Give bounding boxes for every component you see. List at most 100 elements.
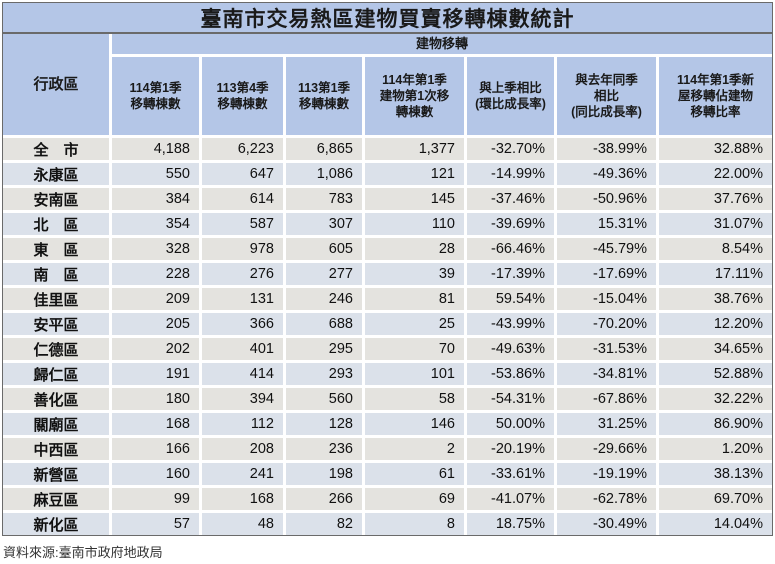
region-cell: 北 區 xyxy=(3,213,109,235)
page-title: 臺南市交易熱區建物買賣移轉棟數統計 xyxy=(3,3,772,34)
value-cell: 1,086 xyxy=(286,163,362,185)
value-cell: 59.54% xyxy=(467,288,554,310)
value-cell: 69.70% xyxy=(659,488,772,510)
value-cell: 15.31% xyxy=(557,213,656,235)
value-cell: -43.99% xyxy=(467,313,554,335)
value-cell: 605 xyxy=(286,238,362,260)
value-cell: 550 xyxy=(112,163,199,185)
value-cell: 783 xyxy=(286,188,362,210)
region-cell: 佳里區 xyxy=(3,288,109,310)
value-cell: 31.25% xyxy=(557,413,656,435)
value-cell: 180 xyxy=(112,388,199,410)
value-cell: 101 xyxy=(365,363,464,385)
value-cell: 688 xyxy=(286,313,362,335)
value-cell: 160 xyxy=(112,463,199,485)
value-cell: 58 xyxy=(365,388,464,410)
value-cell: -49.36% xyxy=(557,163,656,185)
value-cell: 614 xyxy=(202,188,283,210)
value-cell: 587 xyxy=(202,213,283,235)
value-cell: 32.22% xyxy=(659,388,772,410)
value-cell: 191 xyxy=(112,363,199,385)
value-cell: 366 xyxy=(202,313,283,335)
value-cell: 22.00% xyxy=(659,163,772,185)
value-cell: 4,188 xyxy=(112,138,199,160)
value-cell: 414 xyxy=(202,363,283,385)
column-header: 與去年同季 相比 (同比成長率) xyxy=(557,57,656,135)
region-cell: 新化區 xyxy=(3,513,109,535)
value-cell: 81 xyxy=(365,288,464,310)
value-cell: 6,865 xyxy=(286,138,362,160)
value-cell: 25 xyxy=(365,313,464,335)
value-cell: -70.20% xyxy=(557,313,656,335)
region-cell: 安平區 xyxy=(3,313,109,335)
value-cell: -45.79% xyxy=(557,238,656,260)
column-header: 114第1季 移轉棟數 xyxy=(112,57,199,135)
column-header: 與上季相比 (環比成長率) xyxy=(467,57,554,135)
value-cell: -32.70% xyxy=(467,138,554,160)
value-cell: 202 xyxy=(112,338,199,360)
value-cell: 277 xyxy=(286,263,362,285)
value-cell: 266 xyxy=(286,488,362,510)
value-cell: 384 xyxy=(112,188,199,210)
region-cell: 中西區 xyxy=(3,438,109,460)
column-header: 113第4季 移轉棟數 xyxy=(202,57,283,135)
value-cell: -17.69% xyxy=(557,263,656,285)
value-cell: -19.19% xyxy=(557,463,656,485)
region-cell: 仁德區 xyxy=(3,338,109,360)
region-cell: 東 區 xyxy=(3,238,109,260)
group-header: 建物移轉 xyxy=(112,34,772,54)
value-cell: 38.76% xyxy=(659,288,772,310)
value-cell: 145 xyxy=(365,188,464,210)
statistics-table: 臺南市交易熱區建物買賣移轉棟數統計 行政區 建物移轉 114第1季 移轉棟數 11… xyxy=(2,2,773,536)
value-cell: -54.31% xyxy=(467,388,554,410)
value-cell: 86.90% xyxy=(659,413,772,435)
value-cell: 18.75% xyxy=(467,513,554,535)
value-cell: -33.61% xyxy=(467,463,554,485)
value-cell: 52.88% xyxy=(659,363,772,385)
value-cell: 168 xyxy=(202,488,283,510)
value-cell: 110 xyxy=(365,213,464,235)
value-cell: 14.04% xyxy=(659,513,772,535)
value-cell: -41.07% xyxy=(467,488,554,510)
value-cell: 394 xyxy=(202,388,283,410)
value-cell: 28 xyxy=(365,238,464,260)
value-cell: 276 xyxy=(202,263,283,285)
region-cell: 善化區 xyxy=(3,388,109,410)
value-cell: -30.49% xyxy=(557,513,656,535)
value-cell: 48 xyxy=(202,513,283,535)
value-cell: 647 xyxy=(202,163,283,185)
value-cell: -38.99% xyxy=(557,138,656,160)
value-cell: 128 xyxy=(286,413,362,435)
region-cell: 關廟區 xyxy=(3,413,109,435)
value-cell: 560 xyxy=(286,388,362,410)
value-cell: 209 xyxy=(112,288,199,310)
value-cell: 146 xyxy=(365,413,464,435)
value-cell: 1,377 xyxy=(365,138,464,160)
value-cell: 50.00% xyxy=(467,413,554,435)
value-cell: 307 xyxy=(286,213,362,235)
value-cell: 69 xyxy=(365,488,464,510)
value-cell: 112 xyxy=(202,413,283,435)
value-cell: 99 xyxy=(112,488,199,510)
value-cell: 17.11% xyxy=(659,263,772,285)
value-cell: 61 xyxy=(365,463,464,485)
value-cell: 8.54% xyxy=(659,238,772,260)
region-cell: 永康區 xyxy=(3,163,109,185)
region-cell: 歸仁區 xyxy=(3,363,109,385)
value-cell: 205 xyxy=(112,313,199,335)
value-cell: 121 xyxy=(365,163,464,185)
value-cell: 208 xyxy=(202,438,283,460)
value-cell: 57 xyxy=(112,513,199,535)
value-cell: 31.07% xyxy=(659,213,772,235)
value-cell: 34.65% xyxy=(659,338,772,360)
value-cell: 70 xyxy=(365,338,464,360)
value-cell: 37.76% xyxy=(659,188,772,210)
value-cell: 168 xyxy=(112,413,199,435)
value-cell: 32.88% xyxy=(659,138,772,160)
value-cell: -31.53% xyxy=(557,338,656,360)
value-cell: -62.78% xyxy=(557,488,656,510)
region-cell: 麻豆區 xyxy=(3,488,109,510)
value-cell: -20.19% xyxy=(467,438,554,460)
value-cell: 82 xyxy=(286,513,362,535)
region-cell: 新營區 xyxy=(3,463,109,485)
